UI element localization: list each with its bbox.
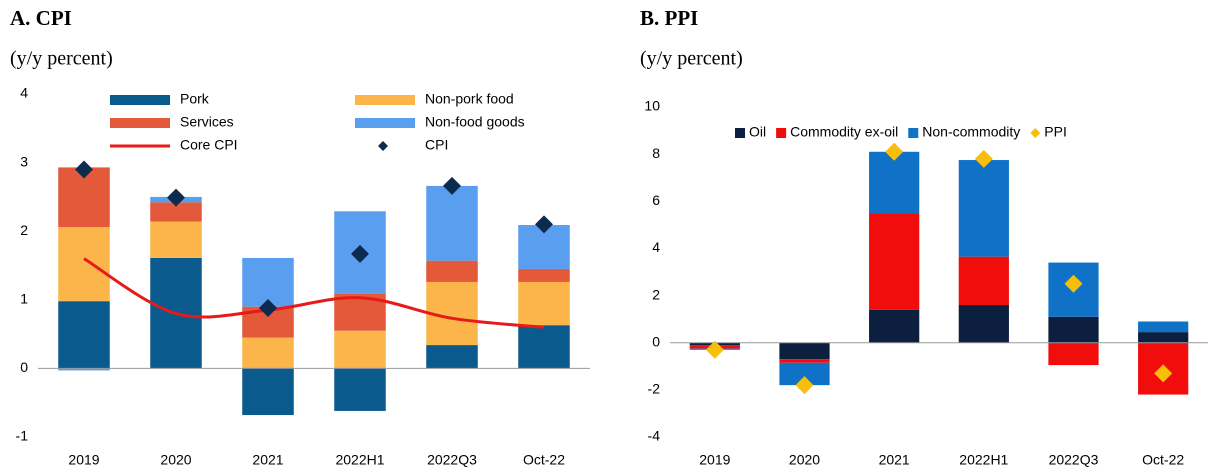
- y-tick-label: -1: [16, 428, 29, 444]
- bar-segment: [518, 281, 570, 326]
- bar-segment: [426, 260, 478, 282]
- bar-segment: [242, 257, 294, 307]
- x-tick-label: Oct-22: [1142, 452, 1184, 468]
- bar-segment: [518, 325, 570, 369]
- marker: [75, 160, 93, 179]
- legend-label: Pork: [180, 91, 210, 107]
- chart-subtitle: (y/y percent): [640, 48, 743, 70]
- legend-swatch: [110, 95, 170, 105]
- legend-swatch: [378, 141, 388, 151]
- bar-segment: [958, 256, 1009, 305]
- line: [83, 257, 545, 329]
- bar-segment: [1048, 342, 1099, 366]
- bar-segment: [1138, 321, 1189, 333]
- y-tick-label: 1: [20, 291, 28, 307]
- y-tick-label: 3: [20, 153, 28, 169]
- legend-label: CPI: [425, 137, 448, 153]
- bar-segment: [242, 368, 294, 416]
- bar-segment: [58, 301, 110, 369]
- marker: [351, 244, 369, 263]
- y-tick-label: 0: [652, 333, 660, 349]
- bar-segment: [150, 221, 202, 258]
- legend-swatch: [355, 95, 415, 105]
- marker: [1154, 364, 1173, 383]
- x-tick-label: 2022Q3: [1049, 452, 1099, 468]
- legend-swatch: [908, 128, 919, 138]
- legend-label: Services: [180, 114, 234, 130]
- y-tick-label: 4: [20, 85, 28, 101]
- y-tick-label: -4: [648, 428, 661, 444]
- bar-segment: [242, 337, 294, 369]
- bar-segment: [779, 359, 830, 363]
- bar-segment: [334, 330, 386, 369]
- legend-swatch: [355, 118, 415, 128]
- legend-label: Non-commodity: [922, 124, 1020, 140]
- bar-segment: [426, 345, 478, 369]
- marker: [443, 176, 461, 195]
- marker: [535, 215, 553, 234]
- legend-label: PPI: [1044, 124, 1067, 140]
- x-tick-label: 2020: [160, 452, 191, 468]
- marker: [795, 376, 814, 395]
- bar-segment: [869, 151, 920, 214]
- marker: [974, 149, 993, 168]
- x-tick-label: 2019: [699, 452, 730, 468]
- y-tick-label: 6: [652, 192, 660, 208]
- y-tick-label: 2: [652, 286, 660, 302]
- chart-subtitle: (y/y percent): [10, 48, 113, 70]
- x-tick-label: 2021: [879, 452, 910, 468]
- marker: [167, 188, 185, 207]
- bar-segment: [958, 160, 1009, 257]
- legend-label: Non-pork food: [425, 91, 514, 107]
- bar-segment: [958, 305, 1009, 343]
- legend-label: Commodity ex-oil: [790, 124, 898, 140]
- chart-title: A. CPI: [10, 6, 72, 30]
- bar-segment: [150, 202, 202, 222]
- x-tick-label: 2022H1: [959, 452, 1008, 468]
- y-tick-label: 10: [644, 98, 660, 114]
- bar-segment: [869, 213, 920, 310]
- y-tick-label: 0: [20, 359, 28, 375]
- marker: [705, 340, 724, 359]
- marker: [1064, 274, 1083, 293]
- x-tick-label: 2020: [789, 452, 820, 468]
- bar-segment: [779, 362, 830, 386]
- legend-swatch: [1030, 128, 1041, 138]
- legend-label: Oil: [749, 124, 766, 140]
- marker: [259, 299, 277, 318]
- bar-segment: [1048, 316, 1099, 343]
- x-tick-label: Oct-22: [523, 452, 565, 468]
- bar-segment: [58, 368, 110, 371]
- legend-swatch: [735, 128, 745, 138]
- y-tick-label: 8: [652, 145, 660, 161]
- bar-segment: [334, 368, 386, 411]
- marker: [885, 142, 904, 161]
- y-tick-label: 4: [652, 239, 660, 255]
- x-tick-label: 2019: [68, 452, 99, 468]
- bar-segment: [1138, 332, 1189, 343]
- legend-label: Core CPI: [180, 137, 238, 153]
- bar-segment: [869, 309, 920, 343]
- legend-swatch: [776, 128, 787, 138]
- y-tick-label: -2: [648, 381, 661, 397]
- bar-segment: [779, 342, 830, 360]
- bar-segment: [58, 227, 110, 302]
- bar-segment: [426, 185, 478, 261]
- y-tick-label: 2: [20, 222, 28, 238]
- x-tick-label: 2021: [252, 452, 283, 468]
- bar-segment: [518, 268, 570, 282]
- legend-label: Non-food goods: [425, 114, 525, 130]
- x-tick-label: 2022H1: [335, 452, 384, 468]
- legend-swatch: [110, 118, 170, 128]
- chart-title: B. PPI: [640, 6, 698, 30]
- x-tick-label: 2022Q3: [427, 452, 477, 468]
